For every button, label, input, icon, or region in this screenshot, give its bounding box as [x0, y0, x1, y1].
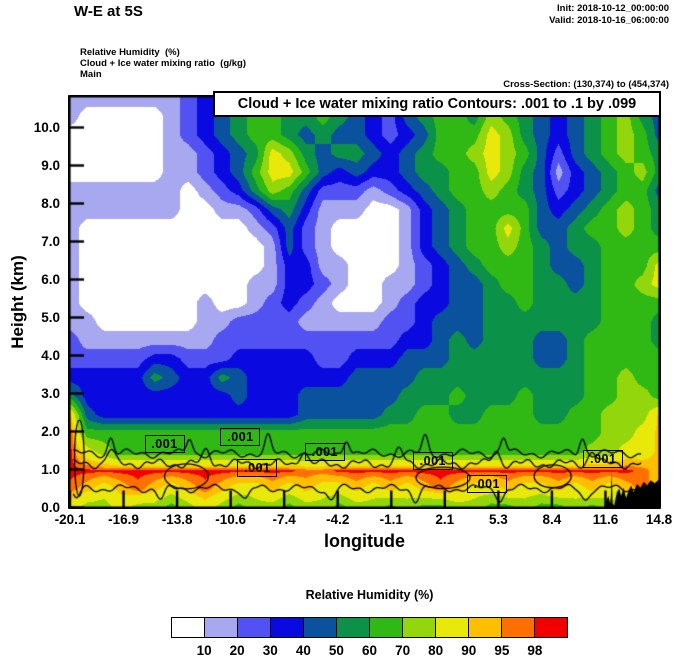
cloud-contour-label: .001 — [144, 435, 185, 454]
colorbar-cell — [435, 617, 469, 638]
colorbar-cell — [270, 617, 304, 638]
cloud-contour-label: .001 — [237, 458, 278, 477]
y-tick-label: 7.0 — [41, 233, 60, 249]
cross-section-coords: Cross-Section: (130,374) to (454,374) — [503, 79, 669, 90]
colorbar-cell — [369, 617, 403, 638]
cloud-contour-label: .001 — [220, 427, 261, 446]
colorbar-cell — [336, 617, 370, 638]
field-legend-domain: Main — [80, 69, 102, 80]
field-legend-rh: Relative Humidity (%) — [80, 47, 180, 58]
y-tick-label: 1.0 — [41, 461, 60, 477]
y-tick-label: 0.0 — [41, 499, 60, 515]
rh-colorbar — [171, 617, 568, 638]
x-tick-label: -4.2 — [326, 512, 350, 527]
colorbar-cell — [171, 617, 205, 638]
x-tick-label: -16.9 — [108, 512, 139, 527]
cloud-contour-label: .001 — [412, 452, 453, 471]
y-tick-label: 10.0 — [33, 119, 60, 135]
x-tick-label: 5.3 — [488, 512, 508, 527]
contour-info-banner: Cloud + Ice water mixing ratio Contours:… — [213, 91, 661, 117]
colorbar-cell — [204, 617, 238, 638]
colorbar-tick-label: 20 — [229, 643, 245, 658]
cloud-contour-label: .001 — [583, 449, 624, 468]
page-title: W-E at 5S — [74, 3, 143, 20]
x-axis-title: longitude — [324, 531, 405, 551]
cloud-contour-label: .001 — [304, 443, 345, 462]
colorbar-tick-label: 30 — [262, 643, 278, 658]
colorbar-tick-label: 10 — [196, 643, 212, 658]
colorbar-tick-label: 98 — [527, 643, 543, 658]
y-tick-label: 4.0 — [41, 347, 60, 363]
x-tick-label: -1.1 — [379, 512, 403, 527]
x-tick-label: -13.8 — [161, 512, 193, 527]
colorbar-tick-label: 95 — [494, 643, 510, 658]
init-timestamp: Init: 2018-10-12_00:00:00 — [557, 3, 669, 14]
y-tick-label: 5.0 — [41, 309, 60, 325]
colorbar-cell — [237, 617, 271, 638]
y-tick-label: 6.0 — [41, 271, 60, 287]
y-tick-label: 8.0 — [41, 195, 60, 211]
valid-timestamp: Valid: 2018-10-16_06:00:00 — [549, 15, 669, 26]
colorbar-cell — [303, 617, 337, 638]
y-tick-label: 9.0 — [41, 157, 60, 173]
colorbar-tick-label: 70 — [395, 643, 411, 658]
y-tick-label: 3.0 — [41, 385, 60, 401]
colorbar-cell — [402, 617, 436, 638]
colorbar-tick-label: 50 — [328, 643, 344, 658]
x-tick-label: 11.6 — [592, 512, 619, 527]
x-tick-label: 8.4 — [542, 512, 562, 527]
colorbar-tick-label: 60 — [361, 643, 378, 658]
colorbar-tick-label: 90 — [461, 643, 477, 658]
x-tick-label: 2.1 — [435, 512, 455, 527]
field-legend-cloud: Cloud + Ice water mixing ratio (g/kg) — [80, 58, 247, 69]
rh-cross-section-plot — [68, 95, 661, 509]
colorbar-cell — [468, 617, 502, 638]
x-tick-label: 14.8 — [645, 512, 673, 527]
colorbar-cell — [501, 617, 535, 638]
colorbar-tick-label: 40 — [295, 643, 311, 658]
colorbar-cell — [534, 617, 568, 638]
x-tick-label: -20.1 — [54, 512, 86, 527]
colorbar-title: Relative Humidity (%) — [305, 588, 434, 602]
y-tick-label: 2.0 — [41, 423, 60, 439]
y-axis-title: Height (km) — [8, 255, 27, 349]
x-tick-label: -7.4 — [272, 512, 296, 527]
x-tick-label: -10.6 — [215, 512, 247, 527]
cloud-contour-label: .001 — [466, 474, 507, 493]
colorbar-tick-label: 80 — [428, 643, 444, 658]
